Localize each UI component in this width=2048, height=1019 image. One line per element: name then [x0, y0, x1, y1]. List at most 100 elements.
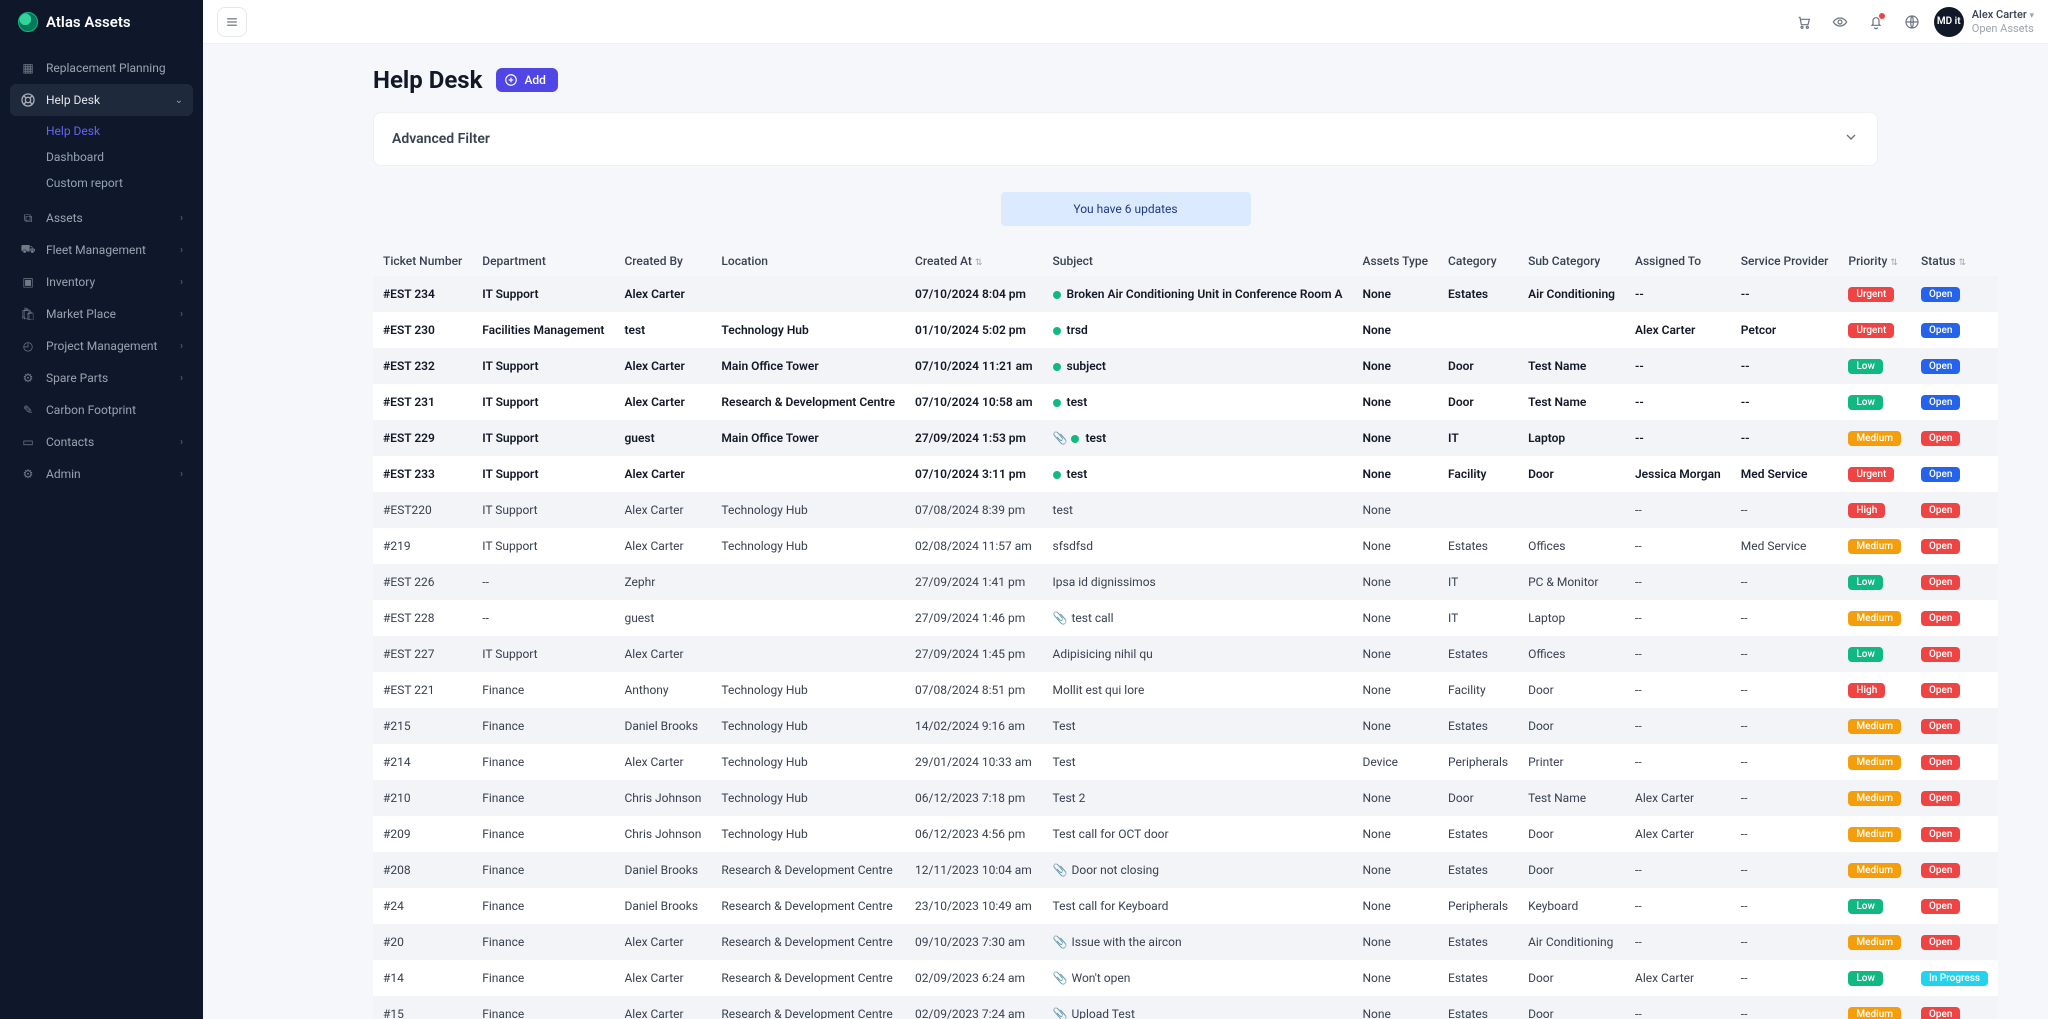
- table-row[interactable]: #EST 226--Zephr27/09/2024 1:41 pmIpsa id…: [373, 564, 1998, 600]
- status-badge: Open: [1921, 791, 1960, 806]
- col-service-provider[interactable]: Service Provider: [1731, 246, 1839, 276]
- sidebar-item-contacts[interactable]: ▭ Contacts ›: [10, 426, 193, 458]
- table-row[interactable]: #215FinanceDaniel BrooksTechnology Hub14…: [373, 708, 1998, 744]
- col-created-at[interactable]: Created At⇅: [905, 246, 1043, 276]
- sidebar-item-assets[interactable]: ⧉ Assets ›: [10, 202, 193, 234]
- status-badge: Open: [1921, 539, 1960, 554]
- sidebar-item-fleet-management[interactable]: ⛟ Fleet Management ›: [10, 234, 193, 266]
- col-category[interactable]: Category: [1438, 246, 1518, 276]
- col-status[interactable]: Status⇅: [1911, 246, 1998, 276]
- table-cell: --: [472, 564, 614, 600]
- col-subject[interactable]: Subject: [1043, 246, 1353, 276]
- table-cell: --: [1625, 384, 1731, 420]
- sidebar-item-replacement-planning[interactable]: ▦ Replacement Planning: [10, 52, 193, 84]
- table-row[interactable]: #219IT SupportAlex CarterTechnology Hub0…: [373, 528, 1998, 564]
- priority-badge: Medium: [1848, 827, 1901, 842]
- sidebar-item-label: Contacts: [46, 435, 94, 449]
- table-row[interactable]: #210FinanceChris JohnsonTechnology Hub06…: [373, 780, 1998, 816]
- table-cell: Research & Development Centre: [711, 924, 905, 960]
- table-cell: Alex Carter: [614, 960, 711, 996]
- col-priority[interactable]: Priority⇅: [1838, 246, 1911, 276]
- priority-badge: High: [1848, 683, 1885, 698]
- table-row[interactable]: #EST 228--guest27/09/2024 1:46 pm📎test c…: [373, 600, 1998, 636]
- brand-logo-icon: [18, 12, 38, 32]
- sidebar-sub-item-dashboard[interactable]: Dashboard: [36, 144, 193, 170]
- table-cell: --: [1625, 672, 1731, 708]
- table-cell: None: [1353, 852, 1439, 888]
- table-row[interactable]: #EST 232IT SupportAlex CarterMain Office…: [373, 348, 1998, 384]
- table-cell-status: Open: [1911, 780, 1998, 816]
- status-badge: Open: [1921, 683, 1960, 698]
- sidebar-item-project-management[interactable]: ◴ Project Management ›: [10, 330, 193, 362]
- table-cell-status: Open: [1911, 276, 1998, 312]
- status-dot-icon: [1053, 327, 1061, 335]
- sidebar-nav: ▦ Replacement Planning Help Desk ⌄ Help …: [0, 44, 203, 1019]
- col-ticket-number[interactable]: Ticket Number: [373, 246, 472, 276]
- table-cell: IT Support: [472, 636, 614, 672]
- table-row[interactable]: #20FinanceAlex CarterResearch & Developm…: [373, 924, 1998, 960]
- table-cell: guest: [614, 420, 711, 456]
- table-row[interactable]: #EST 229IT SupportguestMain Office Tower…: [373, 420, 1998, 456]
- table-row[interactable]: #214FinanceAlex CarterTechnology Hub29/0…: [373, 744, 1998, 780]
- table-row[interactable]: #15FinanceAlex CarterResearch & Developm…: [373, 996, 1998, 1019]
- col-assets-type: Assets Type: [1353, 246, 1439, 276]
- table-cell-subject: 📎test: [1043, 420, 1353, 456]
- attachment-icon: 📎: [1053, 611, 1068, 625]
- add-button[interactable]: Add: [496, 68, 557, 92]
- table-cell: Alex Carter: [614, 996, 711, 1019]
- advanced-filter-card[interactable]: Advanced Filter: [373, 112, 1878, 166]
- table-cell: Keyboard: [1518, 888, 1625, 924]
- globe-icon[interactable]: [1898, 8, 1926, 36]
- table-row[interactable]: #208FinanceDaniel BrooksResearch & Devel…: [373, 852, 1998, 888]
- attachment-icon: 📎: [1053, 863, 1068, 877]
- bell-icon[interactable]: [1862, 8, 1890, 36]
- sidebar-sub-item-custom-report[interactable]: Custom report: [36, 170, 193, 196]
- table-cell: [711, 600, 905, 636]
- sidebar-item-label: Replacement Planning: [46, 61, 166, 75]
- col-created-by[interactable]: Created By: [614, 246, 711, 276]
- sidebar-item-label: Fleet Management: [46, 243, 146, 257]
- sidebar-item-spare-parts[interactable]: ⚙ Spare Parts ›: [10, 362, 193, 394]
- status-badge: Open: [1921, 647, 1960, 662]
- table-cell-subject: test: [1043, 492, 1353, 528]
- table-cell: Facility: [1438, 456, 1518, 492]
- table-row[interactable]: #24FinanceDaniel BrooksResearch & Develo…: [373, 888, 1998, 924]
- table-cell: [711, 456, 905, 492]
- bag-icon: 🛍: [20, 306, 36, 322]
- col-department[interactable]: Department: [472, 246, 614, 276]
- table-cell: Offices: [1518, 528, 1625, 564]
- user-menu[interactable]: MD it Alex Carter ▾ Open Assets: [1934, 7, 2034, 37]
- table-row[interactable]: #14FinanceAlex CarterResearch & Developm…: [373, 960, 1998, 996]
- table-row[interactable]: #EST 227IT SupportAlex Carter27/09/2024 …: [373, 636, 1998, 672]
- table-cell: --: [1731, 600, 1839, 636]
- status-dot-icon: [1053, 291, 1061, 299]
- sidebar-item-admin[interactable]: ⚙ Admin ›: [10, 458, 193, 490]
- table-cell-subject: Mollit est qui lore: [1043, 672, 1353, 708]
- table-row[interactable]: #EST 231IT SupportAlex CarterResearch & …: [373, 384, 1998, 420]
- sidebar-item-inventory[interactable]: ▣ Inventory ›: [10, 266, 193, 298]
- sidebar-sub-item-help-desk[interactable]: Help Desk: [36, 118, 193, 144]
- sidebar-item-market-place[interactable]: 🛍 Market Place ›: [10, 298, 193, 330]
- table-row[interactable]: #209FinanceChris JohnsonTechnology Hub06…: [373, 816, 1998, 852]
- status-badge: Open: [1921, 755, 1960, 770]
- col-location[interactable]: Location: [711, 246, 905, 276]
- col-assigned-to[interactable]: Assigned To: [1625, 246, 1731, 276]
- sidebar-item-help-desk[interactable]: Help Desk ⌄: [10, 84, 193, 116]
- table-row[interactable]: #EST220IT SupportAlex CarterTechnology H…: [373, 492, 1998, 528]
- brand[interactable]: Atlas Assets: [0, 0, 203, 44]
- table-row[interactable]: #EST 234IT SupportAlex Carter07/10/2024 …: [373, 276, 1998, 312]
- table-cell: Test Name: [1518, 348, 1625, 384]
- table-head-row: Ticket Number Department Created By Loca…: [373, 246, 1998, 276]
- hamburger-button[interactable]: [217, 7, 247, 37]
- table-cell: 09/10/2023 7:30 am: [905, 924, 1043, 960]
- table-cell: [711, 276, 905, 312]
- table-row[interactable]: #EST 233IT SupportAlex Carter07/10/2024 …: [373, 456, 1998, 492]
- col-sub-category[interactable]: Sub Category: [1518, 246, 1625, 276]
- cart-icon[interactable]: [1790, 8, 1818, 36]
- table-cell: --: [1625, 420, 1731, 456]
- sidebar-item-carbon-footprint[interactable]: ✎ Carbon Footprint: [10, 394, 193, 426]
- updates-banner[interactable]: You have 6 updates: [1001, 192, 1251, 226]
- table-row[interactable]: #EST 230Facilities ManagementtestTechnol…: [373, 312, 1998, 348]
- eye-icon[interactable]: [1826, 8, 1854, 36]
- table-row[interactable]: #EST 221FinanceAnthonyTechnology Hub07/0…: [373, 672, 1998, 708]
